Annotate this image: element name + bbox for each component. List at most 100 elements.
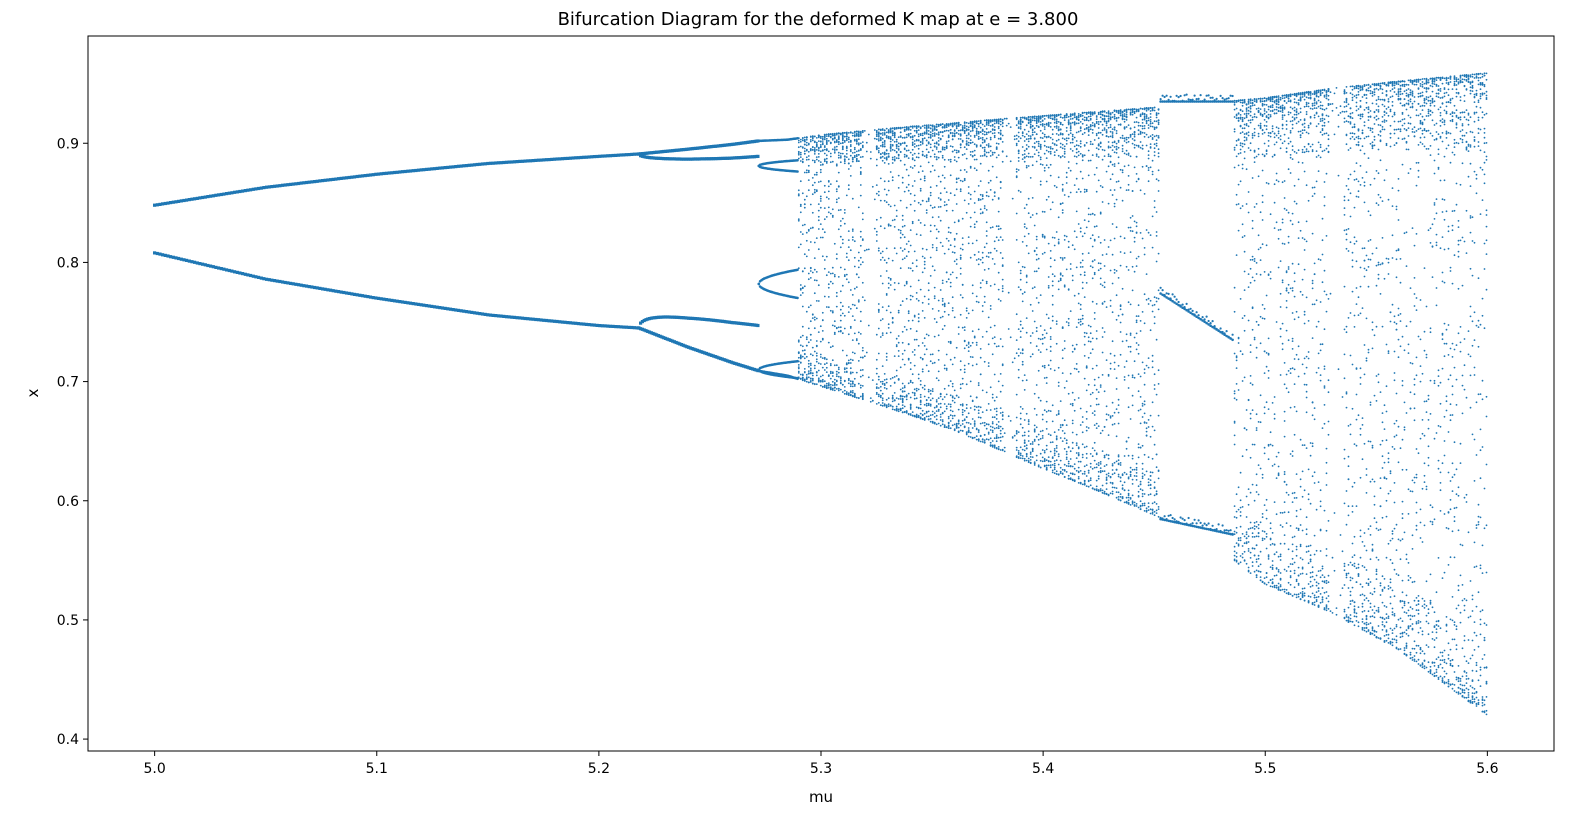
scatter-point bbox=[845, 135, 848, 138]
scatter-point bbox=[917, 139, 920, 142]
scatter-point bbox=[907, 310, 910, 313]
scatter-point bbox=[985, 230, 988, 233]
scatter-point bbox=[655, 315, 659, 320]
scatter-point bbox=[919, 407, 922, 410]
scatter-point bbox=[923, 384, 926, 387]
scatter-point bbox=[973, 436, 976, 439]
scatter-point bbox=[1021, 134, 1024, 137]
scatter-point bbox=[1081, 314, 1084, 317]
scatter-point bbox=[931, 390, 934, 393]
scatter-point bbox=[831, 282, 834, 285]
scatter-point bbox=[584, 155, 588, 159]
scatter-point bbox=[857, 138, 860, 141]
scatter-point bbox=[238, 189, 242, 194]
scatter-point bbox=[925, 132, 928, 135]
scatter-point bbox=[257, 275, 261, 279]
scatter-point bbox=[995, 423, 998, 426]
scatter-point bbox=[927, 161, 930, 164]
scatter-point bbox=[488, 161, 493, 165]
scatter-point bbox=[951, 132, 954, 134]
scatter-point bbox=[448, 307, 453, 311]
scatter-point bbox=[967, 141, 970, 144]
scatter-point bbox=[855, 155, 858, 158]
scatter-point bbox=[909, 413, 912, 415]
scatter-point bbox=[859, 184, 862, 186]
scatter-point bbox=[1039, 136, 1042, 139]
scatter-point bbox=[313, 180, 317, 184]
scatter-point bbox=[1081, 133, 1084, 136]
scatter-point bbox=[991, 128, 994, 131]
scatter-point bbox=[835, 164, 838, 167]
scatter-point bbox=[909, 244, 912, 247]
scatter-point bbox=[917, 388, 920, 391]
scatter-point bbox=[897, 378, 900, 381]
scatter-point bbox=[975, 134, 978, 136]
scatter-point bbox=[849, 383, 852, 385]
scatter-point bbox=[929, 403, 932, 406]
scatter-point bbox=[991, 152, 994, 154]
scatter-point bbox=[991, 165, 994, 168]
scatter-point bbox=[1003, 450, 1006, 453]
scatter-point bbox=[973, 226, 976, 229]
scatter-point bbox=[823, 148, 826, 151]
scatter-point bbox=[1045, 348, 1048, 351]
scatter-point bbox=[919, 403, 922, 406]
scatter-point bbox=[857, 206, 860, 209]
scatter-point bbox=[901, 250, 904, 252]
scatter-point bbox=[919, 222, 922, 224]
scatter-point bbox=[658, 315, 662, 319]
scatter-point bbox=[963, 368, 966, 371]
scatter-point bbox=[740, 141, 744, 145]
scatter-point bbox=[877, 139, 880, 142]
scatter-point bbox=[831, 310, 834, 312]
scatter-point bbox=[875, 240, 878, 242]
scatter-point bbox=[839, 376, 842, 379]
scatter-point bbox=[1037, 145, 1040, 148]
scatter-point bbox=[935, 133, 938, 135]
scatter-point bbox=[965, 157, 968, 160]
scatter-point bbox=[939, 413, 942, 416]
scatter-point bbox=[813, 350, 816, 353]
scatter-point bbox=[839, 290, 842, 293]
scatter-point bbox=[911, 381, 914, 384]
scatter-point bbox=[801, 233, 804, 236]
scatter-point bbox=[901, 404, 904, 406]
scatter-point bbox=[975, 145, 978, 148]
scatter-point bbox=[989, 179, 992, 182]
scatter-point bbox=[1051, 457, 1054, 459]
scatter-point bbox=[384, 298, 389, 302]
scatter-point bbox=[911, 262, 914, 265]
scatter-point bbox=[411, 169, 415, 173]
scatter-point bbox=[1061, 143, 1064, 146]
scatter-point bbox=[198, 262, 202, 266]
scatter-point bbox=[847, 259, 850, 262]
scatter-point bbox=[855, 286, 858, 288]
scatter-point bbox=[977, 135, 980, 138]
scatter-point bbox=[971, 341, 974, 344]
scatter-point bbox=[969, 151, 972, 153]
scatter-point bbox=[861, 239, 864, 242]
scatter-point bbox=[1039, 129, 1042, 132]
scatter-point bbox=[977, 120, 980, 122]
scatter-point bbox=[861, 392, 864, 395]
scatter-point bbox=[1073, 480, 1076, 483]
scatter-point bbox=[963, 126, 966, 128]
scatter-point bbox=[174, 256, 178, 260]
scatter-point bbox=[1073, 248, 1076, 251]
scatter-point bbox=[961, 154, 964, 156]
scatter-point bbox=[1021, 457, 1024, 460]
scatter-point bbox=[851, 371, 854, 374]
scatter-point bbox=[861, 398, 864, 401]
scatter-point bbox=[815, 144, 818, 146]
scatter-point bbox=[1083, 343, 1086, 346]
scatter-point bbox=[933, 416, 936, 418]
scatter-point bbox=[222, 267, 226, 271]
scatter-point bbox=[917, 313, 920, 315]
scatter-point bbox=[873, 137, 876, 140]
scatter-point bbox=[805, 336, 808, 339]
scatter-point bbox=[1083, 219, 1086, 222]
scatter-point bbox=[983, 133, 986, 136]
scatter-point bbox=[745, 365, 749, 369]
scatter-point bbox=[731, 156, 735, 160]
scatter-point bbox=[891, 405, 894, 408]
